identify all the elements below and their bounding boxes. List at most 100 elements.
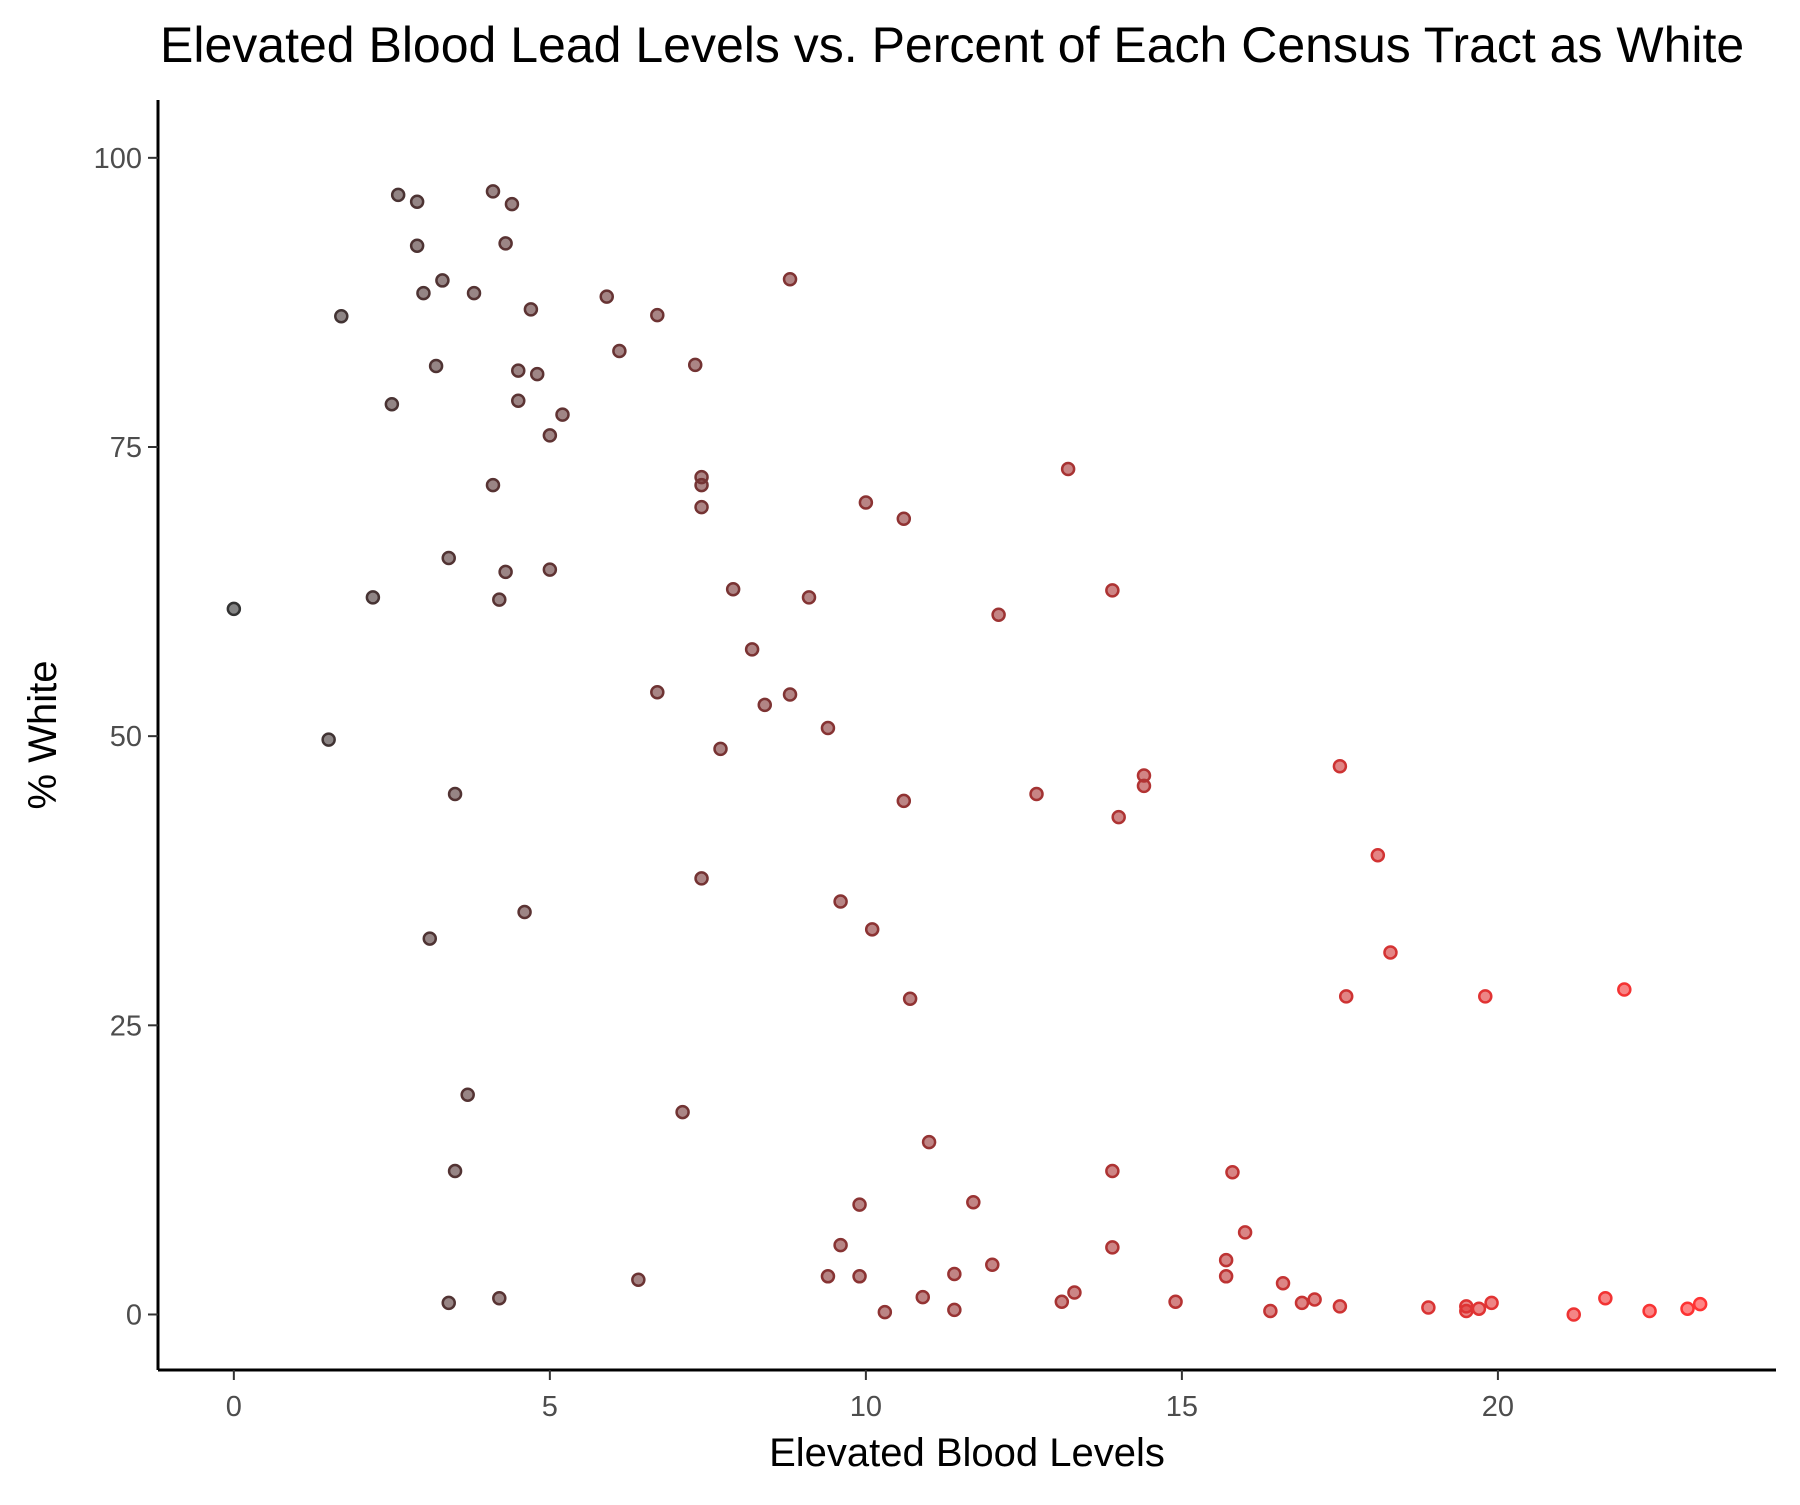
data-point [1598,1291,1613,1306]
data-point [1029,786,1044,802]
data-point [947,1266,962,1282]
data-point [801,590,817,605]
x-tick-label: 10 [850,1391,882,1423]
data-point [1225,1164,1240,1180]
data-point [782,687,798,702]
data-point [416,285,431,301]
data-point [852,1197,867,1212]
y-tick-label: 50 [110,721,142,753]
data-point [1566,1307,1581,1322]
data-point [820,1269,836,1284]
x-tick-label: 0 [226,1391,242,1423]
data-point [902,991,918,1006]
data-point [1105,1240,1120,1255]
data-point [504,196,520,212]
data-point [1294,1295,1310,1311]
data-point [1484,1295,1499,1311]
data-point [511,393,526,408]
data-point [1370,848,1386,863]
data-point [1218,1252,1234,1268]
data-point [529,366,545,382]
data-point [492,592,507,607]
data-point [1478,989,1493,1004]
data-point [915,1289,931,1305]
data-point [498,564,513,580]
data-point [744,642,760,657]
data-point [1383,945,1398,960]
data-point [441,550,456,566]
data-point [757,697,772,713]
points-layer [226,184,1708,1322]
y-axis-ticks: 0 25 50 75 100 [94,143,158,1331]
data-point [820,720,836,736]
data-point [447,1163,463,1179]
data-point [555,407,570,422]
data-point [1275,1276,1291,1291]
data-point [877,1304,893,1320]
y-tick-label: 25 [110,1010,142,1042]
data-point [1067,1285,1082,1300]
data-point [1338,989,1354,1004]
data-point [523,302,539,317]
x-tick-label: 20 [1482,1391,1514,1423]
data-point [1459,1303,1474,1319]
data-point [441,1295,456,1311]
chart-title: Elevated Blood Lead Levels vs. Percent o… [160,17,1744,73]
data-point [694,477,709,493]
data-point [409,194,425,210]
data-point [517,904,532,920]
data-point [687,357,703,373]
data-point [1421,1300,1436,1315]
data-point [1332,1299,1348,1314]
data-point [435,273,450,288]
data-point [1060,461,1076,477]
data-point [460,1087,475,1102]
y-tick-label: 100 [94,143,142,175]
data-point [321,732,336,747]
data-point [991,607,1006,622]
data-point [511,363,526,378]
data-point [1237,1225,1253,1240]
data-point [713,741,728,757]
data-point [422,931,438,946]
data-point [1168,1294,1183,1310]
data-point [896,511,912,526]
data-point [226,601,242,617]
data-point [1642,1303,1657,1319]
data-point [1680,1301,1695,1316]
data-point [485,184,501,199]
data-point [1218,1269,1234,1284]
data-point [1617,982,1632,997]
data-point [1307,1292,1322,1307]
data-point [1105,583,1120,598]
data-point [612,343,627,359]
data-point [498,236,513,251]
data-point [447,786,463,802]
data-point [466,285,482,301]
x-axis-title: Elevated Blood Levels [769,1431,1165,1475]
data-point [365,590,381,605]
data-point [966,1195,981,1210]
data-point [896,793,912,809]
data-point [384,396,400,412]
data-point [694,871,709,886]
x-tick-label: 5 [542,1391,558,1423]
data-point [1692,1296,1708,1312]
data-point [725,582,741,597]
data-point [631,1272,646,1288]
data-point [1105,1163,1120,1179]
y-axis-title: % White [21,661,65,810]
data-point [542,562,558,577]
x-tick-label: 15 [1166,1391,1198,1423]
x-axis-ticks: 0 5 10 15 20 [226,1370,1514,1423]
data-point [1054,1294,1070,1310]
data-point [650,307,665,323]
data-point [833,894,848,909]
data-point [1111,809,1126,825]
axes-layer [156,100,1776,1372]
data-point [428,358,444,374]
y-tick-label: 0 [126,1299,142,1331]
data-point [1332,758,1348,774]
